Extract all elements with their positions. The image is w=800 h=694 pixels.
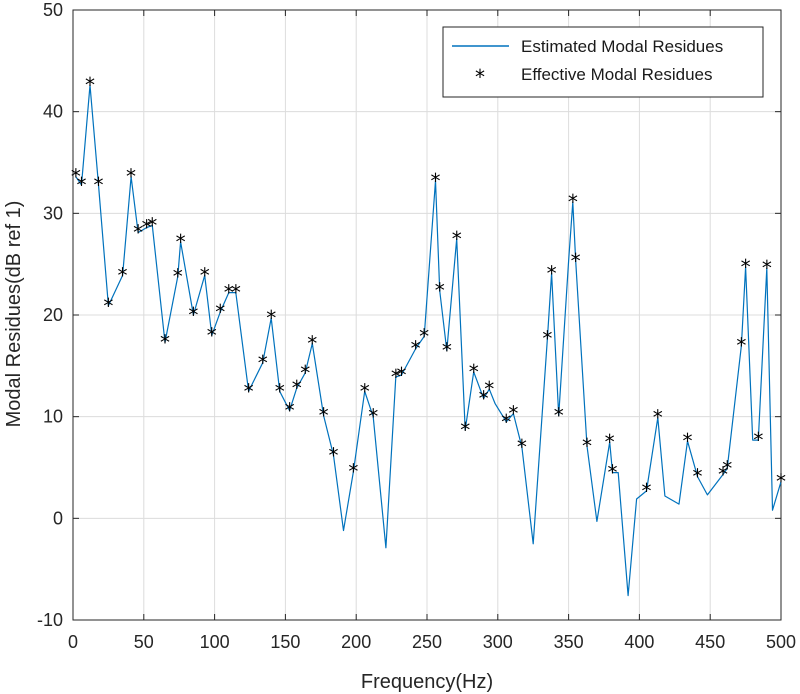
effective-residue-marker: * [258, 351, 268, 375]
effective-residue-marker: * [469, 360, 479, 384]
effective-residue-marker: * [292, 376, 302, 400]
effective-residue-marker: * [188, 303, 198, 327]
legend: Estimated Modal Residues * Effective Mod… [442, 26, 764, 98]
effective-residue-marker: * [133, 221, 143, 245]
effective-residue-marker: * [741, 255, 751, 279]
effective-residue-marker: * [736, 334, 746, 358]
estimated-series [75, 84, 782, 597]
effective-residue-marker: * [307, 331, 317, 355]
effective-residue-marker: * [200, 263, 210, 287]
effective-residue-marker: * [582, 434, 592, 458]
effective-residue-marker: * [275, 379, 285, 403]
effective-residue-marker: * [397, 363, 407, 387]
effective-residue-marker: * [452, 227, 462, 251]
x-tick-label: 350 [554, 632, 584, 652]
x-tick-label: 400 [624, 632, 654, 652]
effective-residue-marker: * [460, 418, 470, 442]
y-tick-label: 0 [53, 508, 63, 528]
effective-residue-marker: * [571, 249, 581, 273]
effective-residue-marker: * [430, 169, 440, 193]
effective-residue-marker: * [641, 479, 651, 503]
x-tick-label: 50 [134, 632, 154, 652]
effective-residue-marker: * [547, 261, 557, 285]
effective-residue-marker: * [722, 457, 732, 481]
effective-residue-marker: * [753, 428, 763, 452]
effective-residue-marker: * [160, 330, 170, 354]
effective-residue-marker: * [683, 429, 693, 453]
effective-residue-marker: * [126, 165, 136, 189]
effective-residue-marker: * [285, 399, 295, 423]
estimated-series-line [75, 84, 782, 597]
axis-ticks: 0 50 100 150 200 250 300 350 400 450 500-100102030… [37, 0, 796, 652]
x-tick-label: 500 [766, 632, 796, 652]
effective-residue-marker: * [224, 281, 234, 305]
effective-series: ****************************************… [71, 73, 786, 503]
effective-residue-marker: * [508, 402, 518, 426]
effective-residue-marker: * [605, 430, 615, 454]
effective-residue-marker: * [411, 337, 421, 361]
effective-residue-marker: * [419, 324, 429, 348]
effective-residue-marker: * [653, 406, 663, 430]
effective-residue-marker: * [147, 214, 157, 238]
y-tick-label: 40 [43, 102, 63, 122]
legend-marker-swatch: * [475, 65, 485, 89]
effective-residue-marker: * [762, 256, 772, 280]
y-tick-label: 20 [43, 305, 63, 325]
legend-label-estimated: Estimated Modal Residues [521, 37, 723, 56]
effective-residue-marker: * [776, 470, 786, 494]
x-tick-label: 0 [68, 632, 78, 652]
effective-residue-marker: * [348, 460, 358, 484]
effective-residue-marker: * [85, 73, 95, 97]
y-tick-label: 10 [43, 407, 63, 427]
x-tick-label: 100 [200, 632, 230, 652]
effective-residue-marker: * [607, 461, 617, 485]
effective-residue-marker: * [554, 404, 564, 428]
effective-residue-marker: * [142, 216, 152, 240]
effective-residue-marker: * [71, 165, 81, 189]
effective-residue-marker: * [692, 465, 702, 489]
effective-residue-marker: * [173, 264, 183, 288]
effective-residue-marker: * [479, 386, 489, 410]
effective-residue-marker: * [718, 463, 728, 487]
effective-residue-marker: * [176, 230, 186, 254]
effective-residue-marker: * [484, 377, 494, 401]
y-axis-title: Modal Residues(dB ref 1) [3, 201, 25, 428]
effective-residue-marker: * [300, 361, 310, 385]
effective-residue-marker: * [319, 404, 329, 428]
y-tick-label: -10 [37, 610, 63, 630]
effective-residue-marker: * [368, 405, 378, 429]
effective-residue-marker: * [568, 190, 578, 214]
x-axis-title: Frequency(Hz) [361, 671, 493, 693]
effective-residue-marker: * [118, 263, 128, 287]
effective-residue-marker: * [391, 365, 401, 389]
effective-residue-marker: * [215, 300, 225, 324]
effective-residue-marker: * [360, 379, 370, 403]
x-tick-label: 150 [270, 632, 300, 652]
effective-residue-marker: * [244, 379, 254, 403]
effective-residue-marker: * [76, 173, 86, 197]
x-tick-label: 200 [341, 632, 371, 652]
legend-label-effective: Effective Modal Residues [521, 65, 713, 84]
effective-residue-marker: * [501, 410, 511, 434]
effective-residue-marker: * [266, 306, 276, 330]
y-tick-label: 50 [43, 0, 63, 20]
x-tick-label: 300 [483, 632, 513, 652]
effective-residue-marker: * [103, 294, 113, 318]
effective-residue-marker: * [207, 323, 217, 347]
effective-residue-marker: * [442, 339, 452, 363]
x-tick-label: 450 [695, 632, 725, 652]
effective-residue-marker: * [542, 326, 552, 350]
effective-residue-marker: * [435, 279, 445, 303]
effective-residue-marker: * [329, 443, 339, 467]
legend-box [442, 26, 764, 98]
effective-residue-marker: * [517, 435, 527, 459]
y-tick-label: 30 [43, 203, 63, 223]
effective-residue-marker: * [231, 281, 241, 305]
x-tick-label: 250 [412, 632, 442, 652]
effective-residue-marker: * [93, 173, 103, 197]
